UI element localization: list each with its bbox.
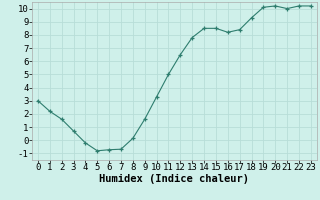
X-axis label: Humidex (Indice chaleur): Humidex (Indice chaleur) bbox=[100, 174, 249, 184]
